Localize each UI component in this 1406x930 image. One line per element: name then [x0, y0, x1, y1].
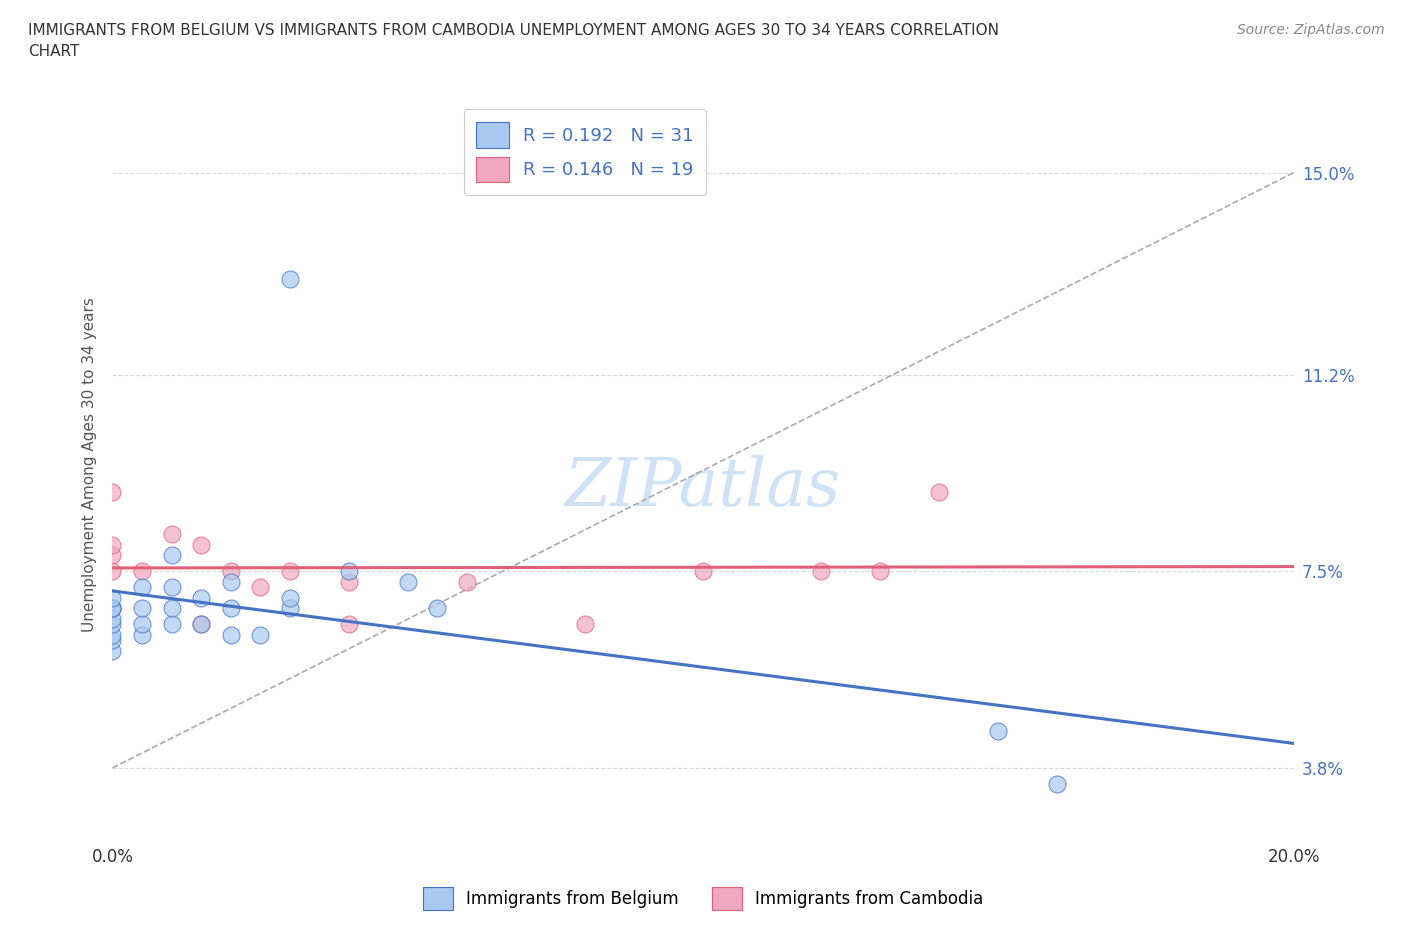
- Point: [219, 601, 242, 616]
- Point: [190, 591, 212, 605]
- Point: [456, 575, 478, 590]
- Point: [928, 485, 950, 499]
- Point: [249, 579, 271, 594]
- Legend: R = 0.192   N = 31, R = 0.146   N = 19: R = 0.192 N = 31, R = 0.146 N = 19: [464, 110, 706, 195]
- Point: [692, 564, 714, 578]
- Point: [101, 485, 124, 499]
- Point: [337, 575, 360, 590]
- Text: CHART: CHART: [28, 44, 80, 59]
- Point: [131, 579, 153, 594]
- Point: [278, 601, 301, 616]
- Point: [131, 628, 153, 643]
- Point: [190, 617, 212, 631]
- Point: [101, 548, 124, 563]
- Point: [101, 601, 124, 616]
- Point: [160, 579, 183, 594]
- Point: [574, 617, 596, 631]
- Text: ZIPatlas: ZIPatlas: [565, 455, 841, 520]
- Point: [987, 724, 1010, 738]
- Y-axis label: Unemployment Among Ages 30 to 34 years: Unemployment Among Ages 30 to 34 years: [82, 298, 97, 632]
- Point: [426, 601, 449, 616]
- Legend: Immigrants from Belgium, Immigrants from Cambodia: Immigrants from Belgium, Immigrants from…: [416, 880, 990, 917]
- Point: [160, 617, 183, 631]
- Point: [101, 591, 124, 605]
- Text: IMMIGRANTS FROM BELGIUM VS IMMIGRANTS FROM CAMBODIA UNEMPLOYMENT AMONG AGES 30 T: IMMIGRANTS FROM BELGIUM VS IMMIGRANTS FR…: [28, 23, 1000, 38]
- Point: [131, 601, 153, 616]
- Point: [1046, 777, 1069, 791]
- Point: [101, 633, 124, 648]
- Point: [810, 564, 832, 578]
- Point: [190, 538, 212, 552]
- Point: [131, 617, 153, 631]
- Point: [249, 628, 271, 643]
- Point: [101, 601, 124, 616]
- Point: [160, 526, 183, 541]
- Point: [160, 548, 183, 563]
- Point: [219, 564, 242, 578]
- Point: [101, 628, 124, 643]
- Point: [101, 612, 124, 627]
- Point: [219, 628, 242, 643]
- Point: [160, 601, 183, 616]
- Point: [396, 575, 419, 590]
- Text: Source: ZipAtlas.com: Source: ZipAtlas.com: [1237, 23, 1385, 37]
- Point: [101, 617, 124, 631]
- Point: [337, 564, 360, 578]
- Point: [869, 564, 891, 578]
- Point: [278, 591, 301, 605]
- Point: [101, 644, 124, 658]
- Point: [278, 272, 301, 286]
- Point: [101, 601, 124, 616]
- Point: [190, 617, 212, 631]
- Point: [101, 538, 124, 552]
- Point: [131, 564, 153, 578]
- Point: [219, 575, 242, 590]
- Point: [337, 617, 360, 631]
- Point: [101, 564, 124, 578]
- Point: [278, 564, 301, 578]
